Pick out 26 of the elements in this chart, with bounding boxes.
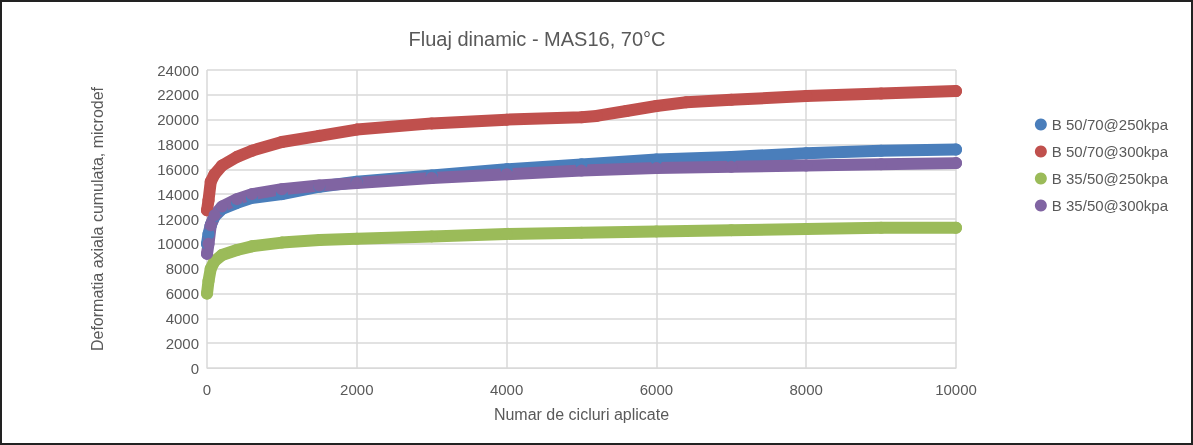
chart-title: Fluaj dinamic - MAS16, 70°C (408, 28, 666, 50)
x-tick-label: 2000 (340, 381, 374, 398)
y-tick-label: 24000 (157, 61, 199, 79)
legend-label: B 50/70@300kpa (1051, 143, 1169, 160)
x-tick-label: 10000 (935, 381, 977, 398)
y-tick-label: 12000 (157, 210, 199, 228)
x-tick-label: 4000 (489, 381, 524, 398)
y-tick-label: 20000 (157, 111, 199, 129)
y-tick-label: 14000 (157, 185, 199, 203)
y-tick-label: 0 (190, 359, 199, 377)
x-tick-label: 0 (202, 381, 212, 398)
y-tick-label: 6000 (165, 285, 199, 302)
legend-label: B 35/50@250kpa (1051, 170, 1169, 187)
y-tick-label: 8000 (165, 260, 199, 278)
y-axis-title: Deformatia axiala cumulata, microdef (88, 86, 106, 352)
x-tick-label: 6000 (639, 381, 674, 398)
x-tick-label: 8000 (789, 381, 823, 398)
y-tick-label: 2000 (165, 334, 199, 352)
y-tick-label: 22000 (157, 86, 199, 104)
legend-label: B 50/70@250kpa (1051, 116, 1169, 133)
y-tick-label: 10000 (157, 235, 199, 253)
x-axis-title: Numar de cicluri aplicate (493, 405, 670, 423)
y-tick-label: 4000 (165, 309, 199, 327)
y-tick-label: 16000 (157, 160, 199, 178)
legend-label: B 35/50@300kpa (1051, 197, 1169, 214)
y-tick-label: 18000 (157, 136, 199, 153)
